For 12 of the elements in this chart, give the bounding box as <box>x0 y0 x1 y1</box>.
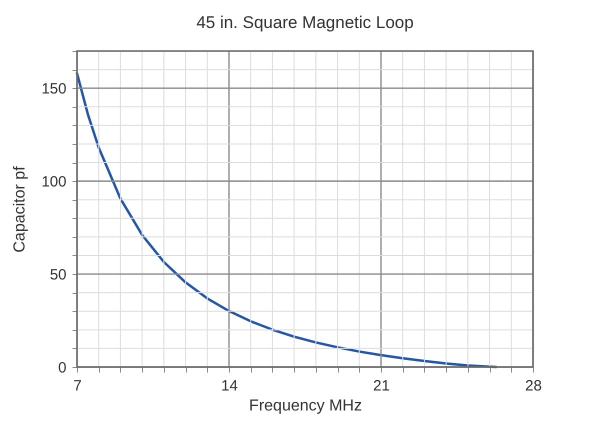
y-axis-title: Capacitor pf <box>11 166 28 253</box>
x-tick-label: 28 <box>525 378 542 394</box>
y-tick-label: 100 <box>41 174 66 191</box>
y-tick-label: 50 <box>50 266 66 284</box>
y-tick-label: 150 <box>41 80 66 98</box>
chart-title: 45 in. Square Magnetic Loop <box>196 13 414 32</box>
line-series <box>76 72 498 368</box>
x-tick-label: 7 <box>73 378 82 394</box>
x-axis-title: Frequency MHz <box>249 398 362 414</box>
x-tick-label: 21 <box>373 378 390 394</box>
y-tick-label: 0 <box>58 360 66 376</box>
x-tick-label: 14 <box>221 378 238 394</box>
